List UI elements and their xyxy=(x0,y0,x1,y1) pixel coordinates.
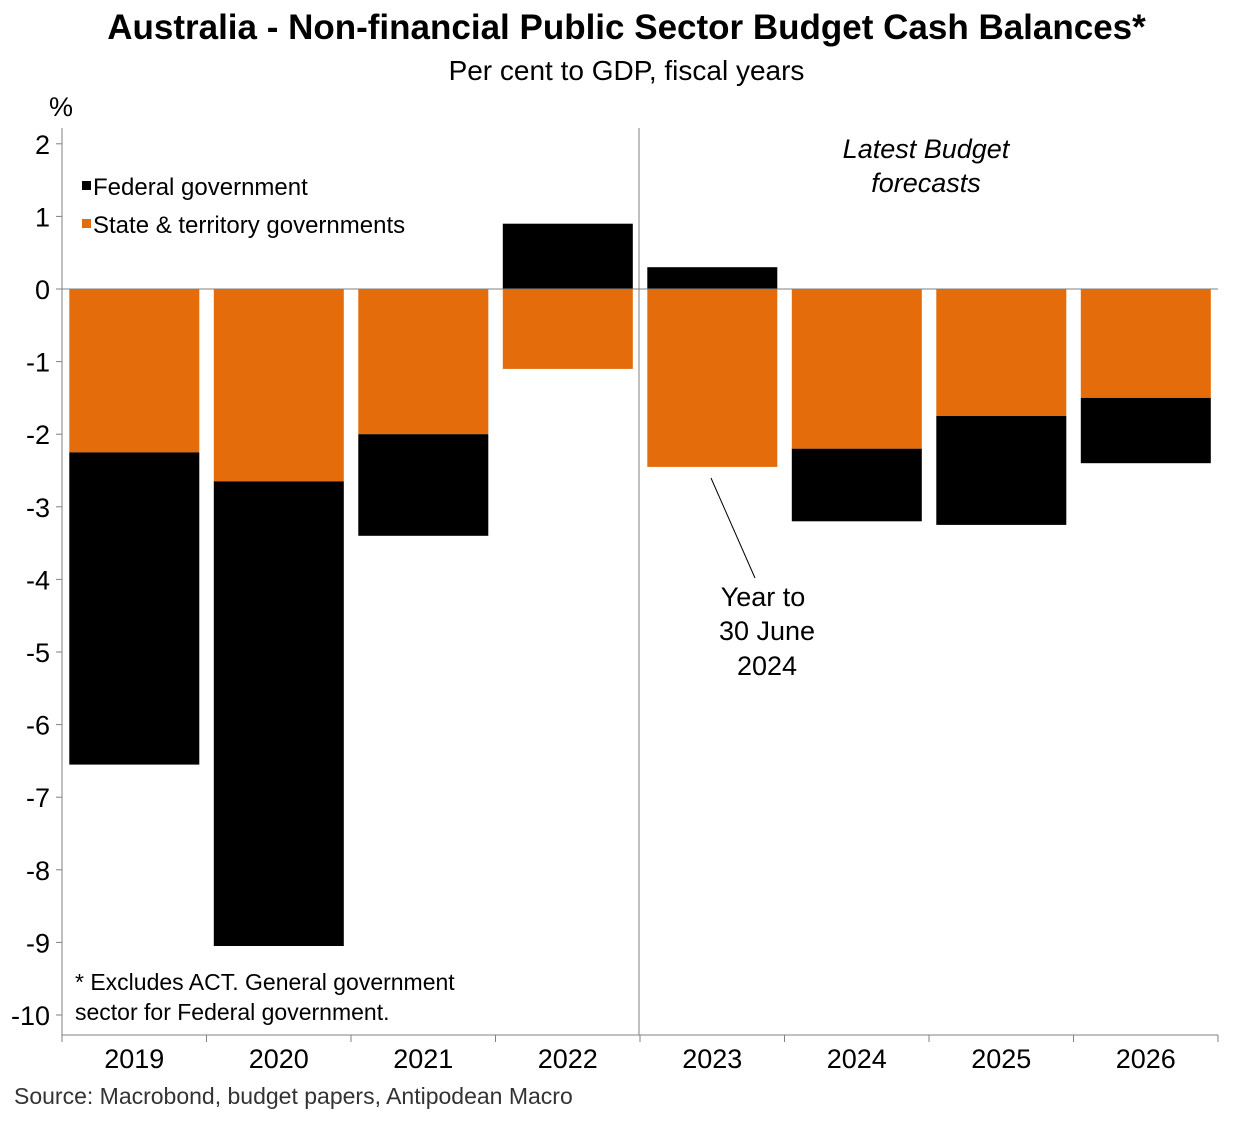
forecast-label-line2: forecasts xyxy=(871,168,981,198)
chart-subtitle: Per cent to GDP, fiscal years xyxy=(448,55,805,86)
footnote-line1: * Excludes ACT. General government xyxy=(75,969,455,995)
y-tick-label: -1 xyxy=(26,348,50,378)
bar-state-2024 xyxy=(791,289,922,449)
legend-swatch-state xyxy=(82,219,91,228)
x-tick-label: 2024 xyxy=(827,1044,887,1074)
x-tick-label: 2026 xyxy=(1116,1044,1176,1074)
y-tick-label: -6 xyxy=(26,711,50,741)
bar-federal-2019 xyxy=(69,452,200,765)
x-tick-label: 2021 xyxy=(393,1044,453,1074)
annotation-line2: 30 June xyxy=(719,616,815,646)
x-tick-label: 2025 xyxy=(971,1044,1031,1074)
y-tick-label: -3 xyxy=(26,493,50,523)
bar-federal-2020 xyxy=(213,481,344,946)
legend: Federal government State & territory gov… xyxy=(82,174,405,239)
annotation-line3: 2024 xyxy=(737,651,797,681)
chart-title: Australia - Non-financial Public Sector … xyxy=(107,8,1146,47)
y-tick-label: -8 xyxy=(26,856,50,886)
annotation-line1: Year to xyxy=(721,582,806,612)
bar-state-2025 xyxy=(936,289,1067,416)
y-tick-label: -2 xyxy=(26,420,50,450)
bar-federal-2025 xyxy=(936,416,1067,525)
bar-federal-2024 xyxy=(791,448,922,522)
x-tick-label: 2023 xyxy=(682,1044,742,1074)
y-tick-label: -5 xyxy=(26,638,50,668)
forecast-label-line1: Latest Budget xyxy=(843,134,1011,164)
y-tick-label: -9 xyxy=(26,928,50,958)
x-tick-label: 2019 xyxy=(104,1044,164,1074)
y-tick-label: 0 xyxy=(35,275,50,305)
footnote-line2: sector for Federal government. xyxy=(75,999,389,1025)
annotation-leader-line xyxy=(710,477,756,579)
bar-federal-2026 xyxy=(1080,397,1211,464)
x-tick-label: 2022 xyxy=(538,1044,598,1074)
y-tick-label: 1 xyxy=(35,202,50,232)
x-tick-label: 2020 xyxy=(249,1044,309,1074)
bar-state-2019 xyxy=(69,289,200,453)
source-note: Source: Macrobond, budget papers, Antipo… xyxy=(14,1083,573,1109)
legend-swatch-federal xyxy=(82,181,91,190)
legend-label-federal: Federal government xyxy=(93,174,308,201)
bar-federal-2021 xyxy=(358,434,489,536)
bar-state-2026 xyxy=(1080,289,1211,398)
bar-federal-2022 xyxy=(502,223,633,289)
bar-federal-2023 xyxy=(647,267,778,289)
bar-state-2022 xyxy=(502,289,633,369)
y-tick-label: 2 xyxy=(35,130,50,160)
y-axis-unit: % xyxy=(49,92,73,122)
bar-state-2020 xyxy=(213,289,344,482)
bar-state-2023 xyxy=(647,289,778,467)
bar-state-2021 xyxy=(358,289,489,435)
y-tick-label: -4 xyxy=(26,565,50,595)
y-tick-label: -7 xyxy=(26,783,50,813)
legend-label-state: State & territory governments xyxy=(93,212,405,239)
y-tick-label: -10 xyxy=(11,1001,50,1031)
